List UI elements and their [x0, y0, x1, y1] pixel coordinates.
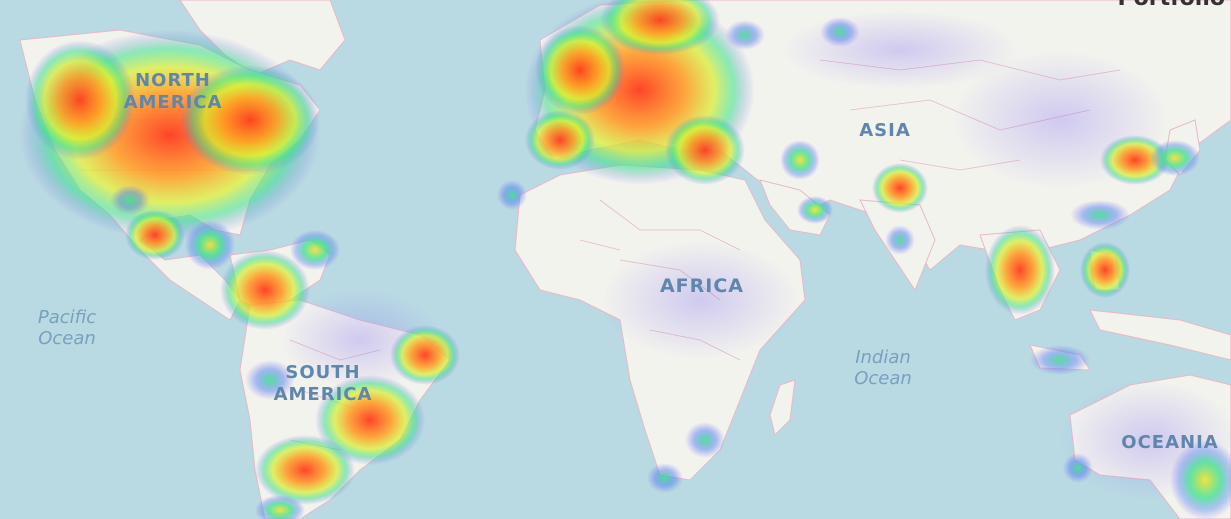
- label-indian-ocean: Indian Ocean: [854, 347, 912, 389]
- heat-perth: [1063, 453, 1093, 483]
- label-south-america: SOUTH AMERICA: [273, 362, 373, 405]
- heat-north-india: [872, 163, 928, 213]
- heat-se-brazil: [315, 375, 425, 465]
- label-oceania: OCEANIA: [1121, 432, 1219, 453]
- label-asia: ASIA: [859, 120, 911, 141]
- heat-cape-town: [647, 463, 683, 493]
- heat-johannesburg: [685, 422, 725, 458]
- label-pacific-ocean: Pacific Ocean: [37, 307, 97, 349]
- heat-iberia: [525, 110, 595, 170]
- heat-korea: [1100, 135, 1170, 185]
- heat-chile: [255, 495, 305, 519]
- label-north-america: NORTH AMERICA: [123, 70, 223, 113]
- heat-central-america: [220, 250, 310, 330]
- heat-layer: [20, 0, 1231, 519]
- heat-mexico-east: [185, 220, 235, 270]
- heat-caribbean: [290, 230, 340, 270]
- heat-moscow: [725, 20, 765, 50]
- heat-taiwan: [1070, 200, 1130, 230]
- heat-java: [1030, 345, 1090, 375]
- madagascar-land: [769, 379, 796, 436]
- heat-argentina: [255, 435, 355, 505]
- heat-japan: [1150, 140, 1200, 176]
- heat-west-coast: [25, 40, 135, 160]
- new-guinea-land: [1089, 309, 1231, 361]
- heat-urals: [820, 17, 860, 47]
- heat-gulf: [797, 196, 833, 224]
- label-africa: AFRICA: [659, 275, 745, 297]
- heat-scandinavia: [600, 0, 720, 55]
- heat-mexico-west: [125, 210, 185, 260]
- corner-label: Portfolio: [1118, 0, 1226, 11]
- heat-halo-africa: [600, 240, 800, 360]
- heat-canary: [497, 180, 527, 210]
- heat-iran: [780, 140, 820, 180]
- heat-ne-brazil: [390, 325, 460, 385]
- heat-philippines: [1080, 242, 1130, 298]
- heat-greece: [665, 115, 745, 185]
- heat-south-india: [885, 225, 915, 255]
- heat-great-lakes: [180, 65, 320, 175]
- heat-east-australia: [1170, 440, 1231, 519]
- heat-baja: [110, 185, 150, 215]
- heat-peru: [245, 360, 295, 400]
- heat-uk: [535, 25, 625, 115]
- heat-thailand: [985, 225, 1055, 315]
